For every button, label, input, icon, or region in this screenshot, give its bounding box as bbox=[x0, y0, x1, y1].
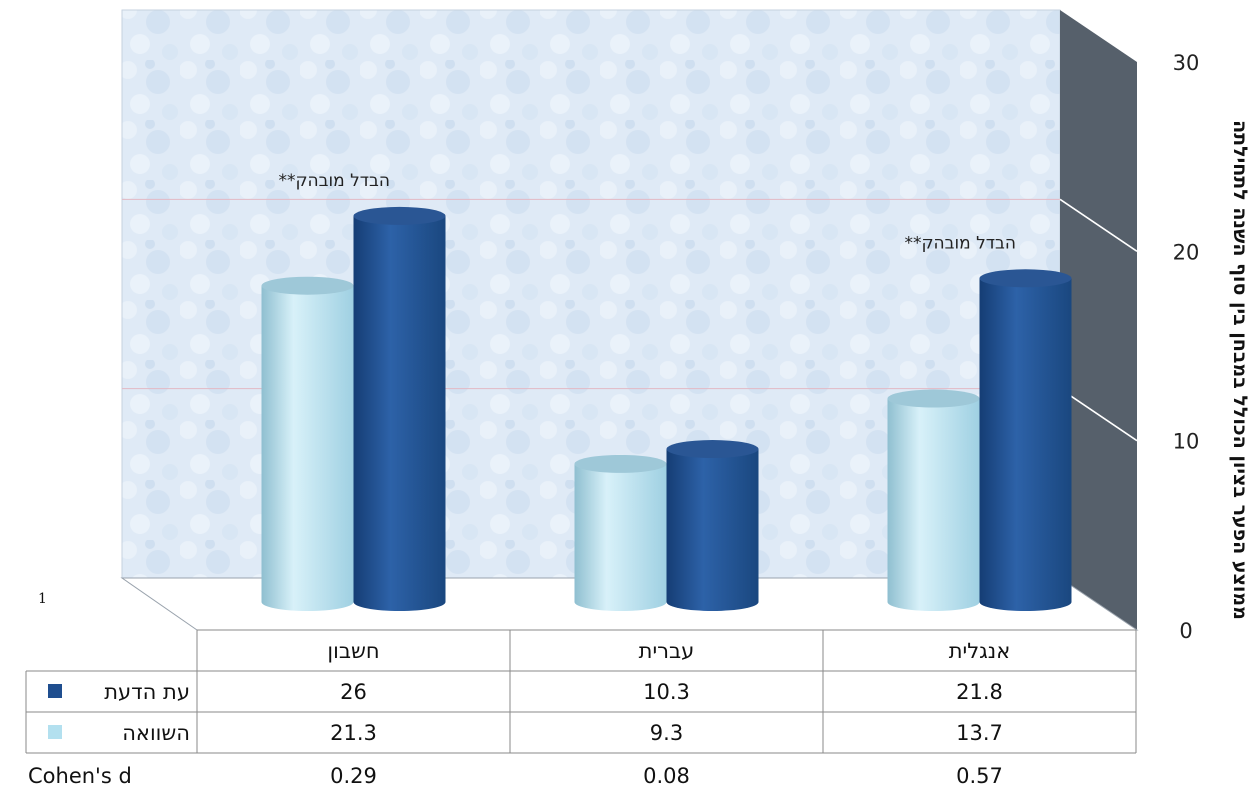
legend-label: השוואה bbox=[122, 721, 190, 745]
bar-top bbox=[261, 276, 354, 295]
y-tick-label: 20 bbox=[1173, 240, 1200, 264]
category-label: עברית bbox=[639, 639, 695, 663]
bar-body bbox=[261, 285, 354, 612]
table-cell: 21.8 bbox=[956, 680, 1003, 704]
table-cell: 13.7 bbox=[956, 721, 1003, 745]
bar-body bbox=[666, 449, 759, 611]
table-cell: 21.3 bbox=[330, 721, 377, 745]
bar-body bbox=[979, 278, 1072, 612]
bar bbox=[666, 440, 759, 611]
bar bbox=[261, 276, 354, 612]
extra-row-cell: 0.08 bbox=[643, 764, 690, 788]
bar-body bbox=[353, 215, 446, 612]
bar-body bbox=[887, 398, 980, 612]
stray-mark: 1 bbox=[38, 591, 47, 607]
bar-top bbox=[666, 440, 759, 459]
y-axis-label: ממוצע הפער בציון הכולל במבחן בין סוף השנ… bbox=[1229, 120, 1249, 620]
bar bbox=[979, 269, 1072, 612]
legend-swatch bbox=[48, 684, 62, 698]
category-label: חשבון bbox=[327, 639, 379, 663]
bar bbox=[574, 454, 667, 612]
table-cell: 10.3 bbox=[643, 680, 690, 704]
extra-row-label: Cohen's d bbox=[28, 764, 132, 788]
extra-row-cell: 0.29 bbox=[330, 764, 377, 788]
bar-top bbox=[353, 206, 446, 225]
side-gridline bbox=[1059, 198, 1138, 252]
legend-label: עת הדעת bbox=[104, 680, 190, 704]
annotation-label: **הבדל מובהק bbox=[279, 171, 390, 191]
category-label: אנגלית bbox=[949, 639, 1011, 663]
table-cell: 9.3 bbox=[650, 721, 683, 745]
bar bbox=[353, 206, 446, 612]
side-gridline bbox=[1059, 388, 1138, 442]
chart-side-wall bbox=[1060, 10, 1137, 630]
annotation-label: **הבדל מובהק bbox=[905, 233, 1016, 253]
table-cell: 26 bbox=[340, 680, 367, 704]
y-tick-label: 30 bbox=[1173, 51, 1200, 75]
bar-body bbox=[574, 463, 667, 612]
bar-top bbox=[887, 389, 980, 408]
y-tick-label: 10 bbox=[1173, 430, 1200, 454]
bar bbox=[887, 389, 980, 612]
bar-top bbox=[979, 269, 1072, 288]
legend-swatch bbox=[48, 725, 62, 739]
y-tick-label: 0 bbox=[1179, 619, 1192, 643]
bar-top bbox=[574, 454, 667, 473]
extra-row-cell: 0.57 bbox=[956, 764, 1003, 788]
